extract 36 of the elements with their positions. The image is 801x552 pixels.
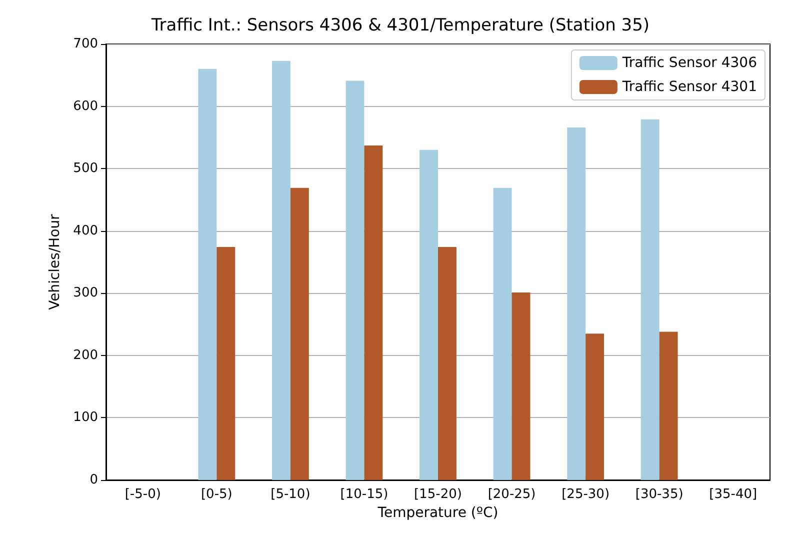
x-tick-label: [30-35)	[635, 487, 684, 502]
y-tick-label: 400	[73, 223, 98, 238]
legend-label: Traffic Sensor 4301	[621, 79, 758, 95]
bar	[346, 80, 364, 480]
x-axis-title: Temperature (ºC)	[376, 505, 498, 521]
bar	[216, 247, 236, 480]
bar	[364, 146, 383, 480]
y-tick-label: 200	[73, 348, 98, 363]
x-tick-label: [15-20)	[414, 487, 462, 502]
bar	[290, 188, 309, 480]
y-axis-title: Vehicles/Hour	[47, 214, 63, 310]
y-tick-label: 0	[90, 472, 98, 488]
chart-title: Traffic Int.: Sensors 4306 & 4301/Temperature (Station 35)	[150, 16, 650, 36]
bar	[420, 150, 438, 480]
y-tick-label: 500	[73, 161, 98, 176]
x-tick-label: [20-25)	[488, 487, 536, 502]
y-tick-label: 300	[73, 286, 98, 301]
bar	[438, 247, 456, 480]
x-tick-label: [25-30)	[562, 487, 610, 502]
y-tick-label: 100	[73, 410, 98, 426]
bar	[659, 332, 678, 480]
legend-label: Traffic Sensor 4306	[621, 55, 758, 71]
y-tick-label: 700	[73, 36, 98, 52]
x-tick-label: [35-40]	[709, 487, 758, 502]
bar	[272, 60, 290, 480]
bar	[493, 188, 512, 480]
bar	[586, 334, 604, 480]
bar	[567, 127, 586, 480]
x-tick-label: [0-5)	[200, 487, 232, 502]
x-tick-label: [10-15)	[340, 487, 388, 502]
x-tick-label: [-5-0)	[124, 487, 161, 502]
y-tick-label: 600	[73, 98, 98, 114]
bar	[512, 292, 530, 480]
bar	[640, 119, 660, 480]
x-tick-label: [5-10)	[270, 487, 310, 502]
bar	[198, 68, 217, 480]
